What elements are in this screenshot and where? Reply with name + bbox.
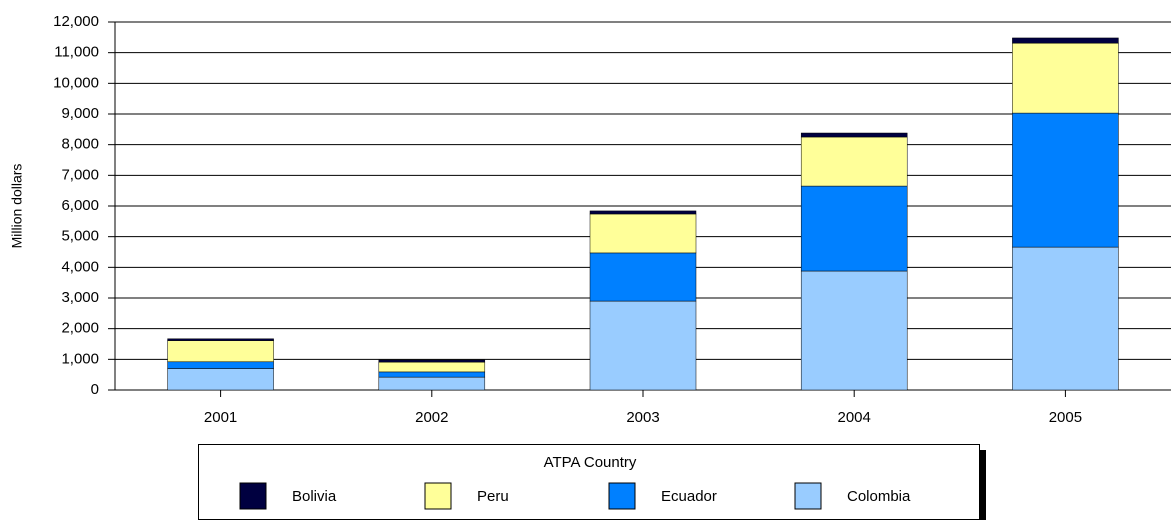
bar-segment — [1012, 42, 1119, 114]
y-tick-label: 4,000 — [61, 258, 99, 275]
y-tick-label: 12,000 — [53, 13, 99, 30]
bar-segment — [167, 340, 274, 363]
legend-label: Bolivia — [292, 488, 337, 505]
x-tick-label: 2003 — [626, 409, 659, 426]
legend-swatch — [794, 482, 822, 510]
legend-swatch — [424, 482, 452, 510]
y-tick-label: 1,000 — [61, 350, 99, 367]
bar-segment — [378, 361, 486, 373]
legend-label: Peru — [477, 488, 509, 505]
legend-swatch — [239, 482, 267, 510]
y-tick-label: 3,000 — [61, 289, 99, 306]
bar-segment — [800, 270, 908, 391]
bar-segment — [589, 210, 697, 215]
bar-segment — [378, 359, 486, 363]
bar-segment — [589, 213, 697, 254]
bar-segment — [167, 368, 274, 391]
bar-segment — [378, 376, 486, 391]
bar-segment — [800, 136, 908, 187]
y-tick-label: 5,000 — [61, 228, 99, 245]
bar-segment — [1012, 246, 1119, 391]
y-tick-label: 10,000 — [53, 74, 99, 91]
bar-segment — [800, 132, 908, 138]
y-tick-label: 0 — [91, 381, 99, 398]
bar-segment — [1012, 112, 1119, 248]
x-tick-label: 2005 — [1049, 409, 1082, 426]
legend-title: ATPA Country — [544, 454, 637, 471]
bar-segment — [167, 361, 274, 369]
legend-swatch — [608, 482, 636, 510]
bar-segment — [378, 371, 486, 378]
bar-segment — [1012, 37, 1119, 44]
y-tick-label: 9,000 — [61, 105, 99, 122]
y-tick-label: 7,000 — [61, 166, 99, 183]
legend-box — [198, 444, 980, 520]
y-axis-label: Million dollars — [9, 164, 25, 249]
legend-label: Colombia — [847, 488, 911, 505]
y-tick-label: 8,000 — [61, 136, 99, 153]
bar-segment — [800, 185, 908, 272]
bar-segment — [167, 338, 274, 341]
bar-segment — [589, 300, 697, 391]
y-tick-label: 6,000 — [61, 197, 99, 214]
x-tick-label: 2001 — [204, 409, 237, 426]
x-tick-label: 2002 — [415, 409, 448, 426]
y-tick-label: 11,000 — [54, 44, 99, 61]
legend-shadow — [980, 450, 986, 520]
legend-label: Ecuador — [661, 488, 717, 505]
bar-segment — [589, 252, 697, 302]
x-tick-label: 2004 — [838, 409, 871, 426]
y-tick-label: 2,000 — [61, 320, 99, 337]
